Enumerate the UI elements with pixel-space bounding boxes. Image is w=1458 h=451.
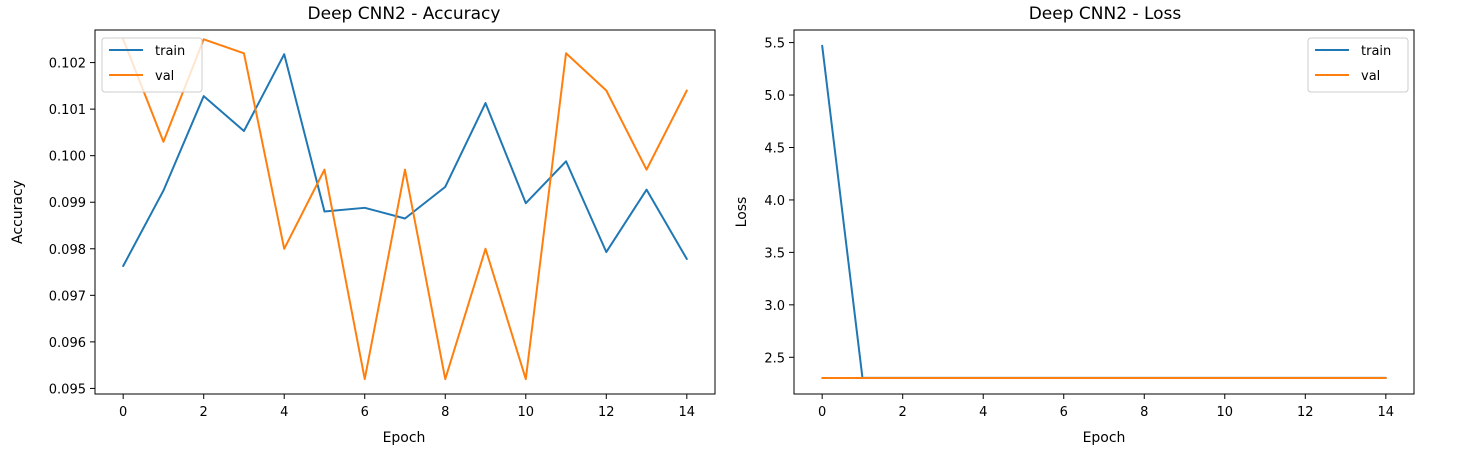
loss-legend-val-label: val (1361, 69, 1380, 84)
loss-series-group (821, 44, 1387, 379)
loss-y-axis-label: Loss (734, 197, 750, 228)
acc-x-tick-label: 10 (518, 405, 535, 420)
acc-series-line-train (122, 53, 688, 267)
loss-x-ticks: 0 2 4 6 8 10 12 14 (818, 394, 1394, 420)
acc-y-tick-label: 0.099 (49, 196, 86, 211)
accuracy-plot-frame (94, 29, 716, 395)
loss-y-tick-label: 3.0 (764, 299, 785, 314)
acc-x-tick-label: 8 (441, 405, 449, 420)
loss-y-tick-label: 2.5 (764, 351, 785, 366)
loss-x-tick-label: 12 (1297, 405, 1314, 420)
accuracy-legend-val-label: val (155, 69, 174, 84)
loss-x-tick-label: 0 (818, 405, 826, 420)
acc-y-tick-label: 0.100 (49, 150, 86, 165)
acc-x-tick-label: 6 (361, 405, 369, 420)
loss-x-tick-label: 14 (1378, 405, 1395, 420)
loss-legend-train-label: train (1361, 44, 1391, 59)
acc-x-tick-label: 12 (598, 405, 615, 420)
loss-legend-box (1307, 37, 1409, 93)
loss-y-ticks: 2.5 3.0 3.5 4.0 4.5 5.0 5.5 (764, 37, 794, 366)
loss-y-tick-label: 4.0 (764, 194, 785, 209)
loss-chart: Deep CNN2 - Loss 0 2 4 6 8 10 12 14 2.5 3.0 3.5 4.… (734, 4, 1415, 446)
loss-x-axis-label: Epoch (1083, 430, 1126, 446)
acc-x-tick-label: 2 (200, 405, 208, 420)
acc-x-tick-label: 14 (679, 405, 696, 420)
loss-y-tick-label: 5.0 (764, 89, 785, 104)
acc-y-tick-label: 0.095 (49, 382, 86, 397)
loss-x-tick-label: 6 (1060, 405, 1068, 420)
acc-y-tick-label: 0.098 (49, 243, 86, 258)
loss-x-tick-label: 8 (1140, 405, 1148, 420)
accuracy-legend-box (101, 37, 203, 93)
accuracy-x-ticks: 0 2 4 6 8 10 12 14 (119, 394, 695, 420)
acc-x-tick-label: 0 (119, 405, 127, 420)
accuracy-x-axis-label: Epoch (383, 430, 426, 446)
accuracy-y-ticks: 0.095 0.096 0.097 0.098 0.099 0.100 0.101 0.102 (49, 57, 95, 397)
acc-y-tick-label: 0.102 (49, 57, 86, 72)
acc-y-tick-label: 0.096 (49, 336, 86, 351)
accuracy-chart-title: Deep CNN2 - Accuracy (308, 4, 501, 24)
accuracy-series-group (122, 38, 688, 381)
accuracy-chart: Deep CNN2 - Accuracy 0 2 4 6 8 10 12 14 0.0950.… (10, 4, 716, 446)
acc-y-tick-label: 0.101 (49, 103, 86, 118)
acc-x-tick-label: 4 (280, 405, 288, 420)
loss-plot-frame (793, 29, 1415, 395)
acc-y-tick-label: 0.097 (49, 289, 86, 304)
loss-x-tick-label: 10 (1217, 405, 1234, 420)
loss-y-tick-label: 3.5 (764, 246, 785, 261)
loss-y-tick-label: 5.5 (764, 37, 785, 52)
acc-series-line-val (122, 38, 688, 381)
loss-legend: train val (1307, 37, 1409, 93)
loss-series-line-train (821, 44, 1387, 379)
accuracy-legend: train val (101, 37, 203, 93)
loss-chart-title: Deep CNN2 - Loss (1029, 4, 1182, 24)
loss-x-tick-label: 2 (899, 405, 907, 420)
loss-y-tick-label: 4.5 (764, 141, 785, 156)
accuracy-y-axis-label: Accuracy (10, 180, 26, 244)
loss-x-tick-label: 4 (979, 405, 987, 420)
accuracy-legend-train-label: train (155, 44, 185, 59)
